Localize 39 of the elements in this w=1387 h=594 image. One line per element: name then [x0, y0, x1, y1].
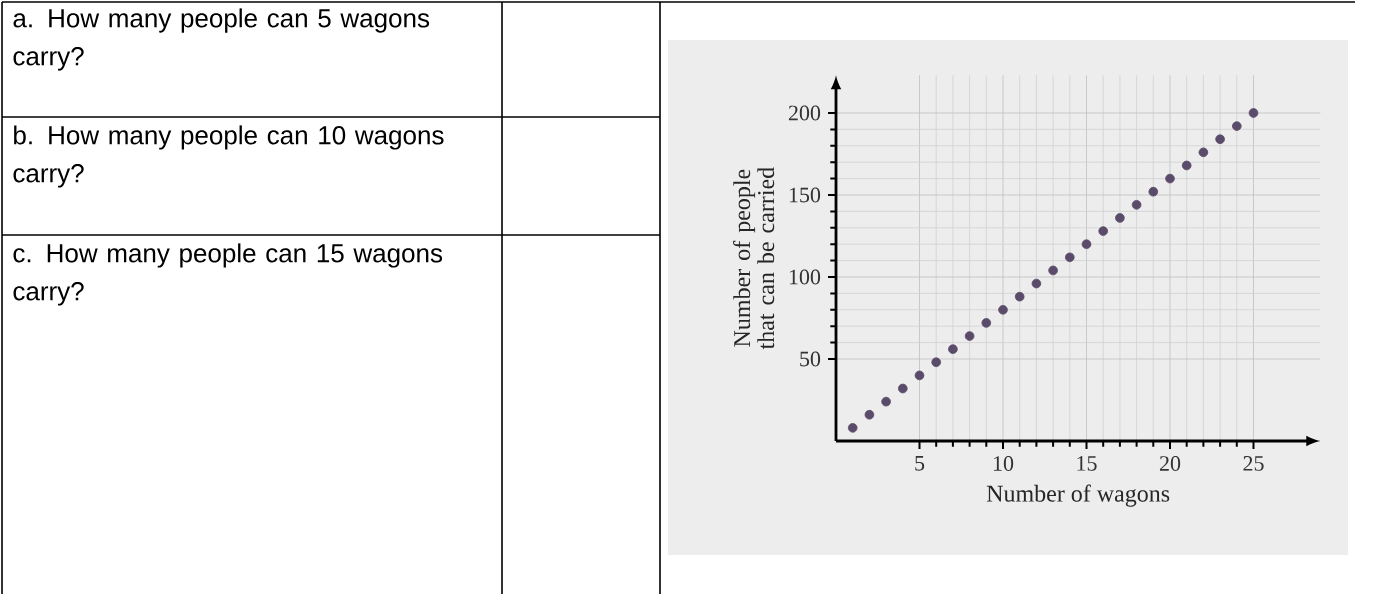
x-tick-label: 10 — [993, 456, 1014, 471]
point — [864, 409, 875, 420]
point — [981, 318, 992, 328]
point — [1148, 186, 1159, 197]
point — [1231, 121, 1242, 131]
point — [1115, 213, 1125, 223]
point — [998, 304, 1008, 315]
x-tick-label: 20 — [1159, 456, 1181, 471]
x-tick-label: 25 — [1243, 456, 1264, 471]
point — [881, 396, 891, 407]
point — [1198, 147, 1209, 158]
y-tick-label: 100 — [789, 269, 821, 285]
point — [1098, 226, 1108, 236]
y-tick-label: 50 — [800, 351, 821, 367]
y-tick-label: 150 — [789, 187, 821, 203]
point — [847, 423, 858, 433]
point — [1215, 134, 1225, 145]
text: a. How many people can 5 wagons carry? — [13, 8, 430, 71]
point — [914, 370, 925, 381]
x-tick-label: 15 — [1077, 456, 1097, 471]
point — [964, 331, 975, 341]
text: c. How many people can 15 wagons carry? — [13, 243, 443, 306]
point — [1165, 173, 1175, 184]
point — [1048, 265, 1058, 276]
point — [1031, 278, 1042, 289]
point — [1131, 200, 1142, 210]
point — [898, 383, 908, 394]
point — [1181, 160, 1192, 171]
point — [948, 344, 958, 354]
y-axis-title: Number of people that can be carried — [733, 167, 775, 350]
y-tick-label: 200 — [788, 105, 821, 121]
text: b. How many people can 10 wagons carry? — [13, 125, 444, 188]
x-tick-label: 5 — [915, 456, 925, 471]
point — [1248, 108, 1259, 118]
point — [1081, 239, 1092, 249]
point — [931, 357, 941, 368]
point — [1014, 291, 1025, 302]
point — [1065, 252, 1075, 263]
x-axis-title: Number of wagons — [986, 484, 1170, 507]
